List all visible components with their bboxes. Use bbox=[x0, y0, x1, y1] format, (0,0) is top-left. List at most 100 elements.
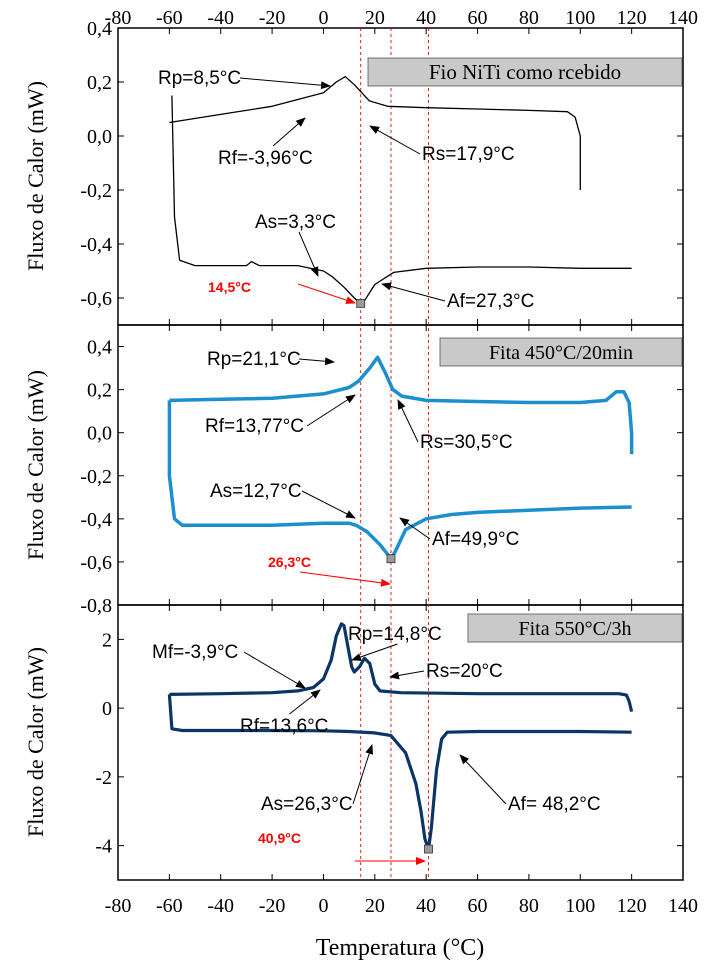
dsc-curve-heating bbox=[167, 400, 632, 561]
y-tick-label: 2 bbox=[102, 629, 112, 651]
panel-2-frame bbox=[117, 324, 684, 606]
dsc-curve-cooling bbox=[169, 622, 634, 712]
x-tick-top: -20 bbox=[259, 7, 286, 29]
panel-3-title-box bbox=[467, 613, 683, 643]
y-tick-label: -0,2 bbox=[80, 180, 112, 202]
x-tick-bottom: 40 bbox=[416, 895, 436, 917]
annotation-arrow bbox=[243, 651, 306, 689]
annotation-label: Rp=8,5°C bbox=[158, 68, 241, 89]
x-tick-bottom: 0 bbox=[318, 895, 328, 917]
annotation-arrow bbox=[351, 643, 398, 661]
y-tick-label: -0,8 bbox=[80, 595, 112, 617]
dsc-curve-cooling bbox=[169, 75, 581, 190]
annotation-label: Rp=14,8°C bbox=[348, 624, 442, 645]
marker-temp-label: 40,9°C bbox=[258, 830, 301, 846]
marker-temp-label: 14,5°C bbox=[208, 279, 251, 295]
x-tick-bottom: -60 bbox=[156, 895, 183, 917]
annotation-label: Rf=13,77°C bbox=[205, 416, 304, 437]
x-tick-bottom: -40 bbox=[207, 895, 234, 917]
annotation-arrow bbox=[239, 77, 331, 90]
panel-2-title-box bbox=[439, 337, 683, 367]
annotation-label: Mf=-3,9°C bbox=[152, 642, 238, 663]
annotation-label: Af= 48,2°C bbox=[508, 794, 601, 815]
y-tick-label: -0,6 bbox=[80, 552, 112, 574]
annotation-arrow bbox=[389, 670, 425, 680]
annotation-label: Rf=-3,96°C bbox=[218, 148, 313, 169]
panel-2-title: Fita 450°C/20min bbox=[489, 342, 633, 364]
panel-2-ylabel: Fluxo de Calor (mW) bbox=[23, 370, 48, 560]
annotation-arrow bbox=[381, 282, 446, 302]
x-tick-top: 120 bbox=[617, 7, 647, 29]
x-tick-bottom: 20 bbox=[365, 895, 385, 917]
marker-arrow bbox=[299, 571, 391, 587]
marker-arrow bbox=[297, 283, 356, 304]
annotation-arrow bbox=[397, 399, 419, 443]
annotation-label: Rf=13,6°C bbox=[240, 716, 328, 737]
x-tick-bottom: -80 bbox=[105, 895, 132, 917]
peak-marker bbox=[424, 844, 433, 854]
annotation-label: As=26,3°C bbox=[261, 794, 353, 815]
y-tick-label: 0,2 bbox=[87, 72, 112, 94]
peak-marker bbox=[356, 298, 366, 308]
annotation-arrow bbox=[301, 490, 356, 519]
dsc-curve-heating bbox=[171, 95, 632, 305]
annotation-label: Rp=21,1°C bbox=[207, 349, 301, 370]
annotation-arrow bbox=[298, 357, 335, 366]
x-tick-bottom: -20 bbox=[259, 895, 286, 917]
x-tick-bottom: 140 bbox=[668, 895, 698, 917]
x-tick-top: -40 bbox=[207, 7, 234, 29]
x-tick-top: 100 bbox=[565, 7, 595, 29]
x-tick-top: 40 bbox=[416, 7, 436, 29]
y-tick-label: -2 bbox=[95, 767, 112, 789]
panel-1-title-box bbox=[367, 57, 683, 87]
annotation-arrow bbox=[399, 517, 431, 540]
panel-1-title: Fio NiTi como rcebido bbox=[429, 60, 621, 84]
panel-3-ylabel: Fluxo de Calor (mW) bbox=[23, 647, 48, 837]
x-tick-top: -60 bbox=[156, 7, 183, 29]
y-tick-label: 0,4 bbox=[87, 18, 112, 40]
annotation-label: Rs=17,9°C bbox=[422, 144, 515, 165]
y-tick-label: -0,4 bbox=[80, 234, 112, 256]
annotation-label: Af=49,9°C bbox=[432, 529, 519, 550]
x-tick-top: 140 bbox=[668, 7, 698, 29]
x-tick-top: 0 bbox=[318, 7, 328, 29]
x-tick-top: 20 bbox=[365, 7, 385, 29]
y-tick-label: 0,4 bbox=[87, 337, 112, 359]
x-axis-label: Temperatura (°C) bbox=[316, 935, 485, 961]
y-tick-label: 0,2 bbox=[87, 380, 112, 402]
x-tick-top: 60 bbox=[468, 7, 488, 29]
panel-1-ylabel: Fluxo de Calor (mW) bbox=[23, 81, 48, 271]
y-tick-label: -0,2 bbox=[80, 466, 112, 488]
annotation-label: Af=27,3°C bbox=[447, 291, 534, 312]
annotation-arrow bbox=[369, 125, 421, 155]
x-tick-top: -80 bbox=[105, 7, 132, 29]
dsc-curve-heating bbox=[167, 694, 632, 851]
y-tick-label: -0,4 bbox=[80, 509, 112, 531]
annotation-arrow bbox=[306, 394, 356, 427]
peak-marker bbox=[386, 554, 396, 564]
x-tick-bottom: 60 bbox=[468, 895, 488, 917]
y-tick-label: -4 bbox=[95, 836, 112, 858]
panel-3-frame bbox=[117, 604, 684, 881]
panel-3-title: Fita 550°C/3h bbox=[518, 618, 631, 640]
x-tick-bottom: 120 bbox=[617, 895, 647, 917]
annotation-arrow bbox=[272, 117, 306, 147]
annotation-arrow bbox=[352, 744, 374, 805]
y-tick-label: 0 bbox=[102, 698, 112, 720]
y-tick-label: -0,6 bbox=[80, 288, 112, 310]
annotation-arrow bbox=[298, 231, 319, 277]
annotation-arrow bbox=[459, 754, 507, 805]
annotation-label: Rs=20°C bbox=[426, 661, 503, 682]
x-tick-bottom: 80 bbox=[519, 895, 539, 917]
y-tick-label: 0,0 bbox=[87, 423, 112, 445]
annotation-label: As=3,3°C bbox=[255, 212, 336, 233]
x-tick-top: 80 bbox=[519, 7, 539, 29]
y-tick-label: 0,0 bbox=[87, 126, 112, 148]
annotation-label: Rs=30,5°C bbox=[420, 432, 513, 453]
annotation-label: As=12,7°C bbox=[210, 481, 302, 502]
annotation-arrow bbox=[289, 689, 321, 715]
marker-temp-label: 26,3°C bbox=[268, 554, 311, 570]
dsc-curve-cooling bbox=[169, 355, 634, 455]
x-tick-bottom: 100 bbox=[565, 895, 595, 917]
